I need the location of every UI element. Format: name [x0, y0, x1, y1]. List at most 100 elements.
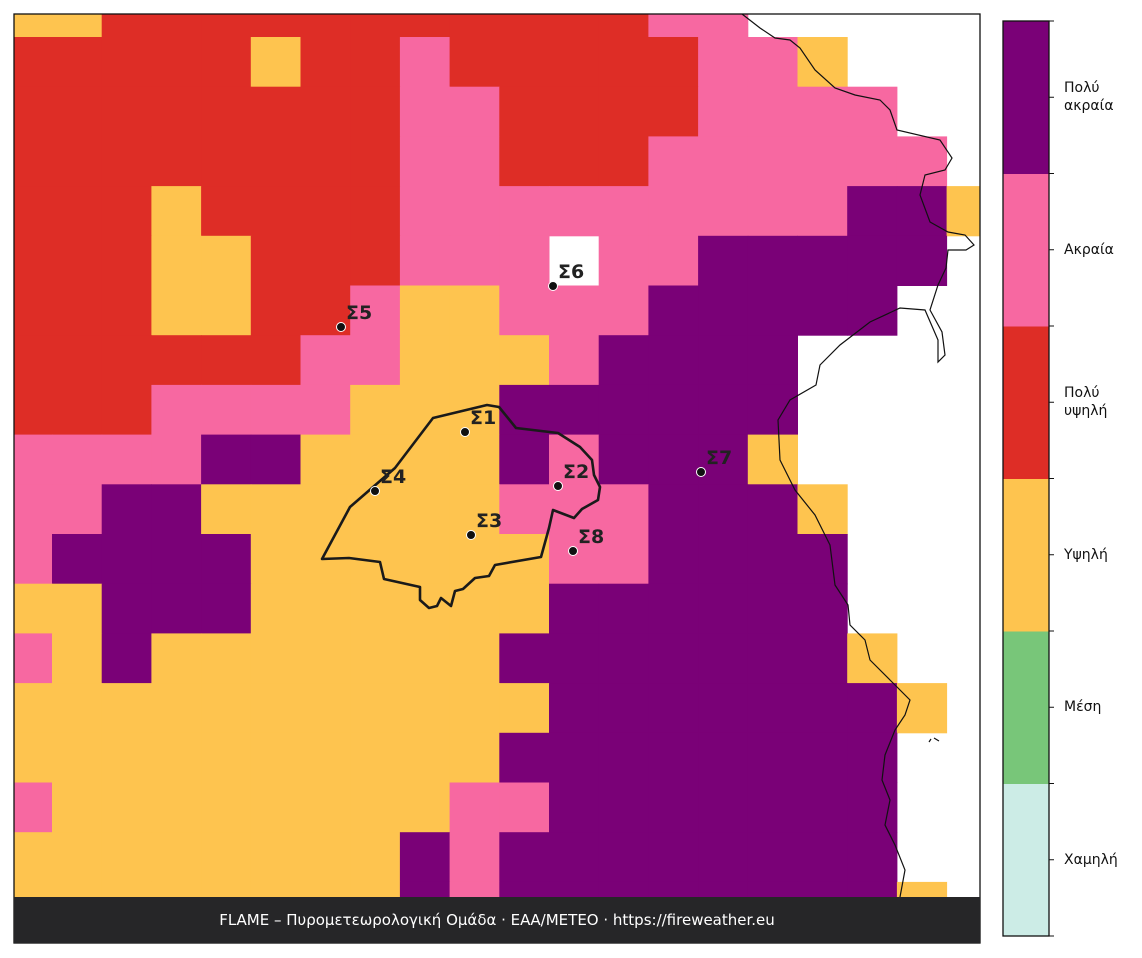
grid-cell	[747, 583, 798, 634]
grid-cell	[698, 782, 749, 833]
grid-cell	[549, 384, 600, 436]
grid-cell	[648, 14, 699, 38]
grid-cell	[797, 285, 848, 336]
station-label: Σ1	[470, 407, 496, 429]
grid-cell	[698, 484, 749, 535]
grid-cell	[598, 881, 649, 898]
grid-cell	[300, 832, 351, 883]
grid-cell	[52, 782, 103, 833]
athens-boundary	[320, 403, 602, 610]
grid-cell	[847, 832, 898, 883]
grid-cell	[747, 782, 798, 833]
grid-cell	[399, 881, 451, 898]
grid-cell	[201, 235, 252, 286]
grid-cell	[499, 86, 550, 137]
grid-cell	[52, 484, 103, 535]
grid-cell	[201, 37, 252, 88]
colorbar	[1003, 20, 1054, 937]
grid-cell	[648, 384, 699, 436]
grid-cell	[449, 782, 500, 833]
grid-cell	[449, 384, 500, 436]
grid-cell	[747, 881, 798, 898]
grid-cell	[549, 37, 600, 88]
station-dot	[696, 467, 706, 477]
grid-cell	[499, 683, 550, 734]
grid-cell	[201, 484, 252, 535]
grid-cell	[300, 583, 351, 634]
grid-cell	[151, 186, 202, 237]
grid-cell	[797, 633, 848, 684]
grid-cell	[350, 683, 401, 734]
grid-cell	[151, 384, 202, 436]
grid-cell	[350, 37, 401, 88]
grid-cell	[648, 285, 699, 336]
grid-cell	[549, 534, 600, 585]
grid-cell	[449, 732, 500, 783]
grid-cell	[549, 335, 600, 386]
grid-cell	[399, 335, 451, 386]
grid-cell	[449, 434, 500, 485]
grid-cell	[250, 86, 301, 137]
grid-cell	[52, 683, 103, 734]
grid-cell	[101, 484, 152, 535]
grid-cell	[648, 633, 699, 684]
grid-cell	[250, 732, 301, 783]
grid-cell	[648, 881, 699, 898]
grid-cell	[399, 633, 451, 684]
grid-cell	[449, 484, 500, 535]
grid-cell	[101, 86, 152, 137]
grid-cell	[549, 86, 600, 137]
grid-cell	[151, 782, 202, 833]
grid-cell	[300, 683, 351, 734]
grid-cell	[300, 633, 351, 684]
grid-cell	[449, 534, 500, 585]
grid-cell	[52, 534, 103, 585]
grid-cell	[250, 583, 301, 634]
grid-cell	[350, 434, 401, 485]
grid-cell	[598, 534, 649, 585]
grid-cell	[14, 683, 53, 734]
grid-cell	[350, 732, 401, 783]
grid-cell	[747, 186, 798, 237]
grid-cell	[698, 14, 749, 38]
grid-cell	[350, 335, 401, 386]
grid-cell	[250, 235, 301, 286]
grid-cell	[101, 37, 152, 88]
grid-cell	[747, 732, 798, 783]
grid-cell	[300, 235, 351, 286]
grid-cell	[648, 583, 699, 634]
grid-cell	[201, 86, 252, 137]
stations: Σ1 Σ2 Σ3 Σ4 Σ5 Σ6 Σ7 Σ8	[336, 261, 732, 556]
grid-cell	[449, 285, 500, 336]
grid-cell	[101, 235, 152, 286]
grid-cell	[201, 782, 252, 833]
grid-cell	[896, 881, 948, 898]
grid-cell	[14, 384, 53, 436]
grid-cell	[449, 37, 500, 88]
grid-cell	[350, 186, 401, 237]
grid-cell	[151, 434, 202, 485]
grid-cell	[499, 384, 550, 436]
grid-cell	[250, 384, 301, 436]
grid-cell	[598, 37, 649, 88]
grid-cell	[499, 484, 550, 535]
grid-cell	[598, 186, 649, 237]
grid-cell	[598, 14, 649, 38]
grid-cell	[449, 335, 500, 386]
grid-cell	[499, 285, 550, 336]
grid-cell	[648, 534, 699, 585]
grid-cell	[300, 37, 351, 88]
grid-cell	[598, 285, 649, 336]
grid-cell	[847, 633, 898, 684]
grid-cell	[201, 136, 252, 187]
grid-cell	[201, 583, 252, 634]
grid-cell	[52, 285, 103, 336]
grid-cell	[499, 881, 550, 898]
grid-cell	[350, 86, 401, 137]
grid-cell	[797, 186, 848, 237]
grid-cell	[648, 484, 699, 535]
grid-cell	[847, 285, 898, 336]
grid-cell	[797, 732, 848, 783]
